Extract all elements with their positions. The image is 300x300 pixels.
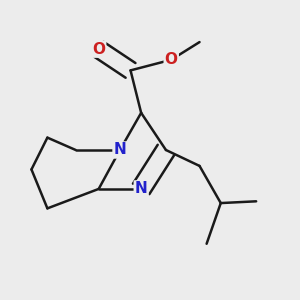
- Text: O: O: [92, 42, 105, 57]
- Text: O: O: [165, 52, 178, 67]
- Text: N: N: [135, 182, 148, 196]
- Text: N: N: [113, 142, 126, 158]
